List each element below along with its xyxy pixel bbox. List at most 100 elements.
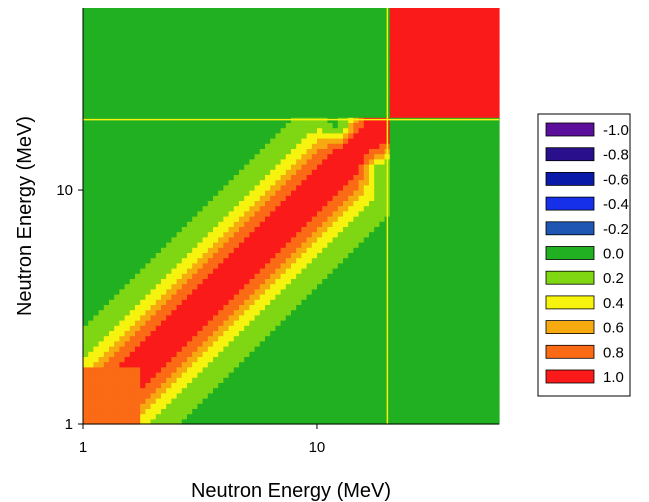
heatmap-cell — [332, 28, 339, 35]
heatmap-cell — [265, 226, 271, 233]
heatmap-cell — [171, 184, 178, 191]
heatmap-cell — [363, 205, 370, 212]
heatmap-cell — [88, 278, 94, 285]
heatmap-cell — [166, 330, 172, 337]
heatmap-cell — [374, 205, 380, 212]
heatmap-cell — [379, 75, 386, 82]
heatmap-cell — [103, 309, 110, 316]
heatmap-cell — [379, 377, 386, 383]
heatmap-cell — [140, 247, 146, 253]
heatmap-cell — [296, 356, 302, 363]
heatmap-cell — [301, 122, 308, 129]
heatmap-cell — [155, 169, 162, 175]
heatmap-cell — [192, 158, 198, 165]
heatmap-cell — [223, 8, 230, 14]
heatmap-cell — [83, 122, 89, 129]
heatmap-cell — [93, 247, 100, 253]
heatmap-cell — [275, 80, 282, 87]
heatmap-cell — [301, 387, 308, 394]
heatmap-cell — [348, 304, 354, 311]
heatmap-cell — [379, 13, 386, 19]
heatmap-cell — [150, 242, 157, 248]
heatmap-cell — [213, 314, 219, 321]
heatmap-cell — [259, 179, 266, 186]
heatmap-cell — [291, 418, 297, 425]
heatmap-cell — [306, 242, 313, 248]
heatmap-cell — [311, 413, 318, 420]
heatmap-cell — [259, 91, 266, 97]
heatmap-cell — [343, 216, 349, 222]
heatmap-cell — [83, 205, 89, 212]
heatmap-cell — [259, 106, 266, 113]
heatmap-cell — [379, 335, 386, 342]
heatmap-cell — [109, 205, 115, 212]
heatmap-cell — [249, 86, 256, 92]
heatmap-cell — [348, 408, 354, 415]
heatmap-cell — [129, 356, 136, 363]
heatmap-cell — [98, 148, 105, 155]
heatmap-cell — [166, 247, 172, 253]
heatmap-cell — [395, 372, 401, 378]
heatmap-cell — [332, 132, 339, 139]
heatmap-cell — [353, 153, 360, 160]
heatmap-cell — [207, 164, 214, 170]
heatmap-cell — [301, 54, 308, 61]
heatmap-cell — [306, 122, 313, 129]
heatmap-cell — [202, 242, 209, 248]
heatmap-cell — [187, 382, 193, 389]
heatmap-cell — [233, 86, 240, 92]
heatmap-cell — [93, 325, 100, 331]
heatmap-cell — [270, 398, 276, 404]
heatmap-cell — [369, 377, 375, 383]
heatmap-cell — [202, 288, 209, 295]
heatmap-cell — [374, 169, 380, 175]
heatmap-cell — [280, 304, 287, 311]
heatmap-cell — [119, 184, 126, 191]
heatmap-cell — [109, 174, 115, 181]
heatmap-cell — [400, 13, 406, 19]
heatmap-cell — [171, 413, 178, 420]
heatmap-cell — [389, 132, 396, 139]
heatmap-cell — [285, 96, 292, 103]
heatmap-cell — [150, 122, 157, 129]
heatmap-cell — [405, 299, 412, 305]
heatmap-cell — [187, 112, 193, 118]
heatmap-cell — [119, 34, 126, 40]
heatmap-cell — [249, 169, 256, 175]
heatmap-cell — [270, 403, 276, 409]
heatmap-cell — [285, 314, 292, 321]
heatmap-cell — [259, 70, 266, 77]
heatmap-cell — [119, 304, 126, 311]
heatmap-cell — [285, 169, 292, 175]
heatmap-cell — [88, 210, 94, 217]
heatmap-cell — [218, 184, 224, 191]
heatmap-cell — [166, 236, 172, 243]
heatmap-cell — [155, 112, 162, 118]
heatmap-cell — [155, 294, 162, 300]
heatmap-cell — [124, 65, 131, 71]
heatmap-cell — [239, 377, 245, 383]
heatmap-cell — [280, 403, 287, 409]
heatmap-cell — [124, 288, 131, 295]
heatmap-cell — [405, 340, 412, 347]
heatmap-cell — [207, 80, 214, 87]
heatmap-cell — [244, 294, 250, 300]
heatmap-cell — [155, 75, 162, 82]
heatmap-cell — [192, 153, 198, 160]
heatmap-cell — [280, 262, 287, 269]
heatmap-cell — [301, 356, 308, 363]
heatmap-cell — [233, 195, 240, 201]
heatmap-cell — [233, 34, 240, 40]
heatmap-cell — [280, 101, 287, 108]
heatmap-cell — [129, 231, 136, 238]
heatmap-cell — [202, 44, 209, 51]
heatmap-cell — [233, 278, 240, 285]
heatmap-cell — [343, 44, 349, 51]
heatmap-cell — [171, 314, 178, 321]
heatmap-cell — [265, 377, 271, 383]
heatmap-cell — [228, 242, 235, 248]
heatmap-cell — [171, 138, 178, 144]
heatmap-cell — [192, 44, 198, 51]
heatmap-cell — [223, 314, 230, 321]
heatmap-cell — [197, 231, 204, 238]
